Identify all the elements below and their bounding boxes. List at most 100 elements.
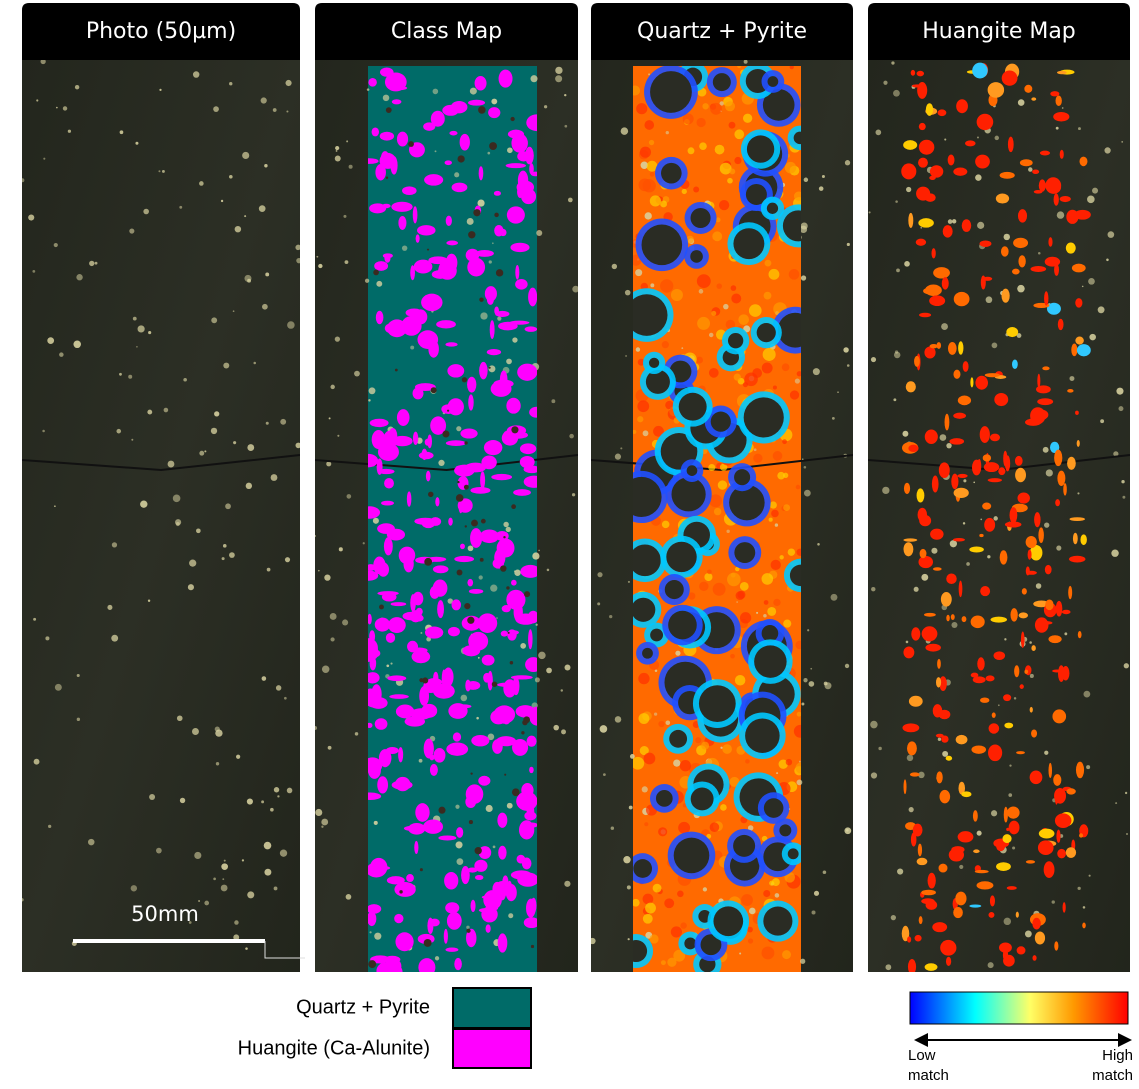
huangite-spot xyxy=(1030,771,1043,785)
dark-spot xyxy=(456,494,464,502)
grain xyxy=(295,443,301,449)
grain xyxy=(1121,141,1123,143)
mineral-blob xyxy=(437,600,444,618)
mineral-blob xyxy=(421,294,442,311)
match-speck xyxy=(680,760,691,771)
match-speck xyxy=(644,753,656,765)
gap xyxy=(747,135,774,162)
grain xyxy=(609,615,612,618)
grain xyxy=(776,772,778,774)
grain xyxy=(89,261,94,266)
gap xyxy=(763,907,792,936)
mineral-blob xyxy=(448,518,453,526)
grain xyxy=(963,522,965,524)
grain xyxy=(335,146,339,150)
huangite-spot xyxy=(918,508,928,522)
grain xyxy=(246,483,252,489)
grain xyxy=(744,60,748,64)
grain xyxy=(274,787,279,792)
grain xyxy=(589,938,595,944)
grain xyxy=(1018,99,1025,106)
huangite-spot xyxy=(953,370,960,379)
grain xyxy=(199,181,204,186)
mineral-blob xyxy=(495,531,508,541)
grain xyxy=(402,245,407,250)
dark-spot xyxy=(465,525,467,527)
match-speck xyxy=(770,501,777,508)
huangite-spot xyxy=(908,213,913,228)
grain xyxy=(193,71,199,77)
dark-spot xyxy=(368,960,376,968)
grain xyxy=(329,417,331,419)
match-speck xyxy=(640,147,651,158)
huangite-spot xyxy=(988,912,994,918)
huangite-spot xyxy=(917,858,928,865)
grain xyxy=(33,618,36,621)
huangite-spot xyxy=(1068,586,1072,599)
mineral-blob xyxy=(475,875,483,880)
mineral-blob xyxy=(415,803,429,822)
grain xyxy=(59,352,63,356)
mineral-blob xyxy=(447,912,462,930)
huangite-spot xyxy=(1082,922,1086,928)
grain xyxy=(177,715,183,721)
mineral-blob xyxy=(499,70,513,88)
gap xyxy=(711,412,731,432)
grain xyxy=(878,747,881,750)
grain xyxy=(221,863,228,870)
huangite-spot xyxy=(985,373,1000,377)
mineral-blob xyxy=(529,767,534,773)
match-speck xyxy=(788,548,795,555)
grain xyxy=(921,574,928,581)
match-speck xyxy=(650,195,661,206)
mineral-blob xyxy=(444,929,448,944)
huangite-spot xyxy=(1066,788,1075,794)
huangite-spot xyxy=(941,592,952,607)
grain xyxy=(330,613,337,620)
mineral-blob xyxy=(507,206,525,223)
match-speck xyxy=(649,934,658,943)
mineral-blob xyxy=(393,966,403,977)
huangite-spot xyxy=(983,454,991,461)
grain xyxy=(222,878,224,880)
match-speck xyxy=(715,145,725,155)
huangite-spot xyxy=(951,614,955,620)
mineral-blob xyxy=(407,491,412,506)
grain xyxy=(75,85,79,89)
grain xyxy=(1004,234,1010,240)
huangite-spot xyxy=(1054,450,1062,467)
grain xyxy=(538,652,545,659)
dark-spot xyxy=(469,820,473,824)
grain xyxy=(882,487,889,494)
grain xyxy=(775,893,780,898)
grain xyxy=(804,466,807,469)
match-speck xyxy=(699,142,707,150)
dark-spot xyxy=(481,519,486,524)
mineral-blob xyxy=(490,710,506,725)
huangite-spot xyxy=(926,103,933,116)
grain xyxy=(343,215,346,218)
gap xyxy=(699,685,736,722)
match-speck xyxy=(729,168,735,174)
match-speck xyxy=(632,899,640,907)
huangite-spot xyxy=(919,123,926,130)
huangite-spot xyxy=(963,361,969,372)
grain xyxy=(654,713,657,716)
grain xyxy=(467,218,474,225)
match-speck xyxy=(764,292,772,300)
grain xyxy=(1098,306,1105,313)
grain xyxy=(1106,259,1109,262)
huangite-spot xyxy=(969,546,984,552)
grain xyxy=(1029,641,1032,644)
mineral-blob xyxy=(475,250,494,257)
huangite-spot xyxy=(1015,456,1023,466)
gap xyxy=(734,542,755,563)
huangite-spot xyxy=(1079,833,1083,837)
huangite-spot xyxy=(953,168,967,176)
dark-spot xyxy=(431,387,437,393)
grain xyxy=(490,585,497,592)
grain xyxy=(870,721,878,729)
mineral-blob xyxy=(388,617,406,633)
grain xyxy=(946,443,951,448)
mineral-blob xyxy=(497,813,507,828)
